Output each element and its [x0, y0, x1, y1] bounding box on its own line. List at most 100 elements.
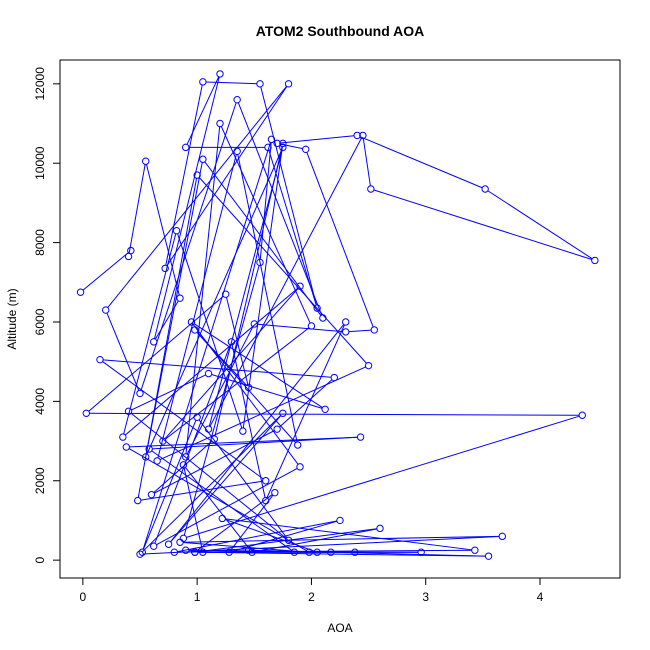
series-segment [156, 467, 298, 546]
data-point [267, 135, 276, 144]
data-point [294, 441, 302, 449]
series-segment [177, 520, 337, 553]
data-point [150, 542, 158, 550]
series-segment [237, 102, 323, 316]
x-tick-label: 3 [422, 590, 429, 604]
series-segment [359, 136, 483, 189]
y-tick-label: 8000 [33, 229, 47, 256]
y-tick-label: 2000 [33, 467, 47, 494]
data-point [172, 226, 181, 235]
series-segment [192, 324, 299, 465]
data-point [182, 546, 190, 554]
series-segment [280, 143, 303, 150]
x-axis-label: AOA [327, 621, 352, 635]
series-segment [142, 142, 271, 550]
series-segment [157, 154, 237, 458]
data-point [204, 369, 213, 378]
data-point [153, 457, 161, 465]
series-segment [186, 326, 254, 455]
data-point [244, 546, 253, 554]
plot-frame [59, 59, 621, 579]
series-segment [177, 233, 243, 429]
series-segment [165, 84, 203, 266]
data-point [305, 548, 313, 556]
series-segment [82, 252, 129, 291]
series-segment [197, 528, 377, 553]
data-point [342, 318, 350, 326]
series-segment [103, 359, 332, 378]
series-segment [183, 467, 203, 550]
data-point [191, 548, 199, 556]
series-segment [170, 324, 345, 543]
data-point [327, 548, 335, 556]
x-tick-label: 0 [80, 590, 87, 604]
series-segment [188, 549, 352, 553]
series-segment [128, 164, 146, 254]
series-segment [129, 436, 358, 448]
data-point [176, 538, 184, 546]
series-segment [232, 520, 338, 552]
data-point [296, 282, 304, 290]
series-segment [107, 85, 287, 308]
series-segment [257, 323, 343, 333]
data-point [356, 433, 365, 441]
series-segment [123, 233, 177, 435]
data-point [591, 256, 599, 265]
series-segment [186, 415, 580, 538]
series-segment [231, 344, 266, 498]
data-point [273, 139, 281, 148]
series-segment [487, 190, 593, 260]
data-point [124, 407, 133, 415]
data-point [370, 326, 378, 334]
data-point [150, 338, 158, 346]
series-segment [198, 551, 486, 557]
data-point [244, 383, 253, 392]
data-point [136, 389, 144, 398]
data-point [142, 157, 150, 165]
data-point [179, 461, 188, 469]
data-point [142, 453, 150, 461]
data-point [271, 488, 279, 497]
series-segment [185, 467, 251, 550]
data-point [336, 516, 344, 525]
chart-title: ATOM2 Southbound AOA [256, 23, 425, 39]
data-point [498, 532, 506, 541]
data-point [376, 524, 384, 533]
series-segment [280, 135, 355, 144]
series-segment [143, 420, 197, 550]
series-segment [130, 412, 287, 539]
series-segment [146, 164, 180, 296]
data-point [273, 425, 281, 433]
y-tick-label: 0 [33, 556, 47, 563]
y-tick-label: 4000 [33, 388, 47, 415]
data-point [233, 95, 241, 104]
data-point [122, 443, 130, 451]
data-point [330, 373, 338, 382]
data-point [233, 147, 241, 155]
data-point [82, 409, 90, 417]
series-segment [183, 265, 260, 536]
data-point [204, 425, 213, 433]
data-point [193, 171, 201, 179]
data-point [227, 338, 236, 346]
series-segment [209, 138, 362, 427]
data-point [296, 463, 304, 471]
data-point [76, 288, 85, 296]
y-tick-label: 10000 [33, 146, 47, 180]
data-point [250, 320, 258, 328]
y-axis-label: Altitude (m) [5, 288, 19, 349]
series-segment [145, 162, 203, 454]
data-point [319, 314, 327, 322]
data-point [302, 145, 310, 154]
data-point [239, 427, 247, 435]
data-point [342, 328, 350, 336]
x-axis: 0 1 2 3 4 [80, 577, 544, 604]
data-point [218, 514, 226, 523]
series-segment [198, 177, 367, 364]
data-point [136, 550, 144, 558]
series-segment [146, 150, 283, 455]
data-point [264, 143, 272, 152]
data-point [417, 548, 425, 556]
data-point [279, 143, 287, 152]
